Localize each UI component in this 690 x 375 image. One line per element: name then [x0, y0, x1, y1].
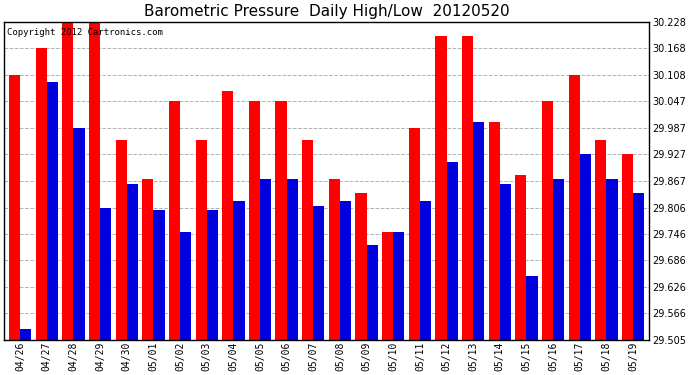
Bar	[222, 91, 233, 340]
Bar	[313, 206, 324, 340]
Bar	[142, 179, 153, 340]
Bar	[153, 210, 165, 340]
Bar	[36, 48, 47, 340]
Bar	[569, 75, 580, 340]
Bar	[355, 193, 366, 340]
Bar	[500, 184, 511, 340]
Bar	[382, 232, 393, 340]
Bar	[622, 154, 633, 340]
Bar	[73, 128, 85, 340]
Bar	[366, 245, 378, 340]
Bar	[435, 36, 446, 340]
Bar	[420, 201, 431, 340]
Bar	[515, 175, 526, 340]
Bar	[580, 154, 591, 340]
Bar	[595, 140, 607, 340]
Bar	[180, 232, 191, 340]
Bar	[542, 101, 553, 340]
Bar	[462, 36, 473, 340]
Bar	[260, 179, 271, 340]
Bar	[249, 101, 260, 340]
Title: Barometric Pressure  Daily High/Low  20120520: Barometric Pressure Daily High/Low 20120…	[144, 4, 509, 19]
Bar	[20, 329, 31, 340]
Bar	[633, 193, 644, 340]
Bar	[89, 13, 100, 340]
Bar	[446, 162, 457, 340]
Bar	[207, 210, 218, 340]
Bar	[408, 128, 420, 340]
Bar	[115, 140, 127, 340]
Bar	[62, 22, 73, 340]
Bar	[233, 201, 244, 340]
Bar	[526, 276, 538, 340]
Bar	[489, 122, 500, 340]
Bar	[127, 184, 138, 340]
Bar	[275, 101, 286, 340]
Bar	[286, 179, 298, 340]
Bar	[473, 122, 484, 340]
Bar	[9, 75, 20, 340]
Bar	[100, 207, 111, 340]
Bar	[340, 201, 351, 340]
Bar	[195, 140, 207, 340]
Bar	[607, 179, 618, 340]
Text: Copyright 2012 Cartronics.com: Copyright 2012 Cartronics.com	[8, 28, 164, 37]
Bar	[302, 140, 313, 340]
Bar	[553, 179, 564, 340]
Bar	[393, 232, 404, 340]
Bar	[47, 82, 58, 340]
Bar	[169, 101, 180, 340]
Bar	[328, 179, 340, 340]
